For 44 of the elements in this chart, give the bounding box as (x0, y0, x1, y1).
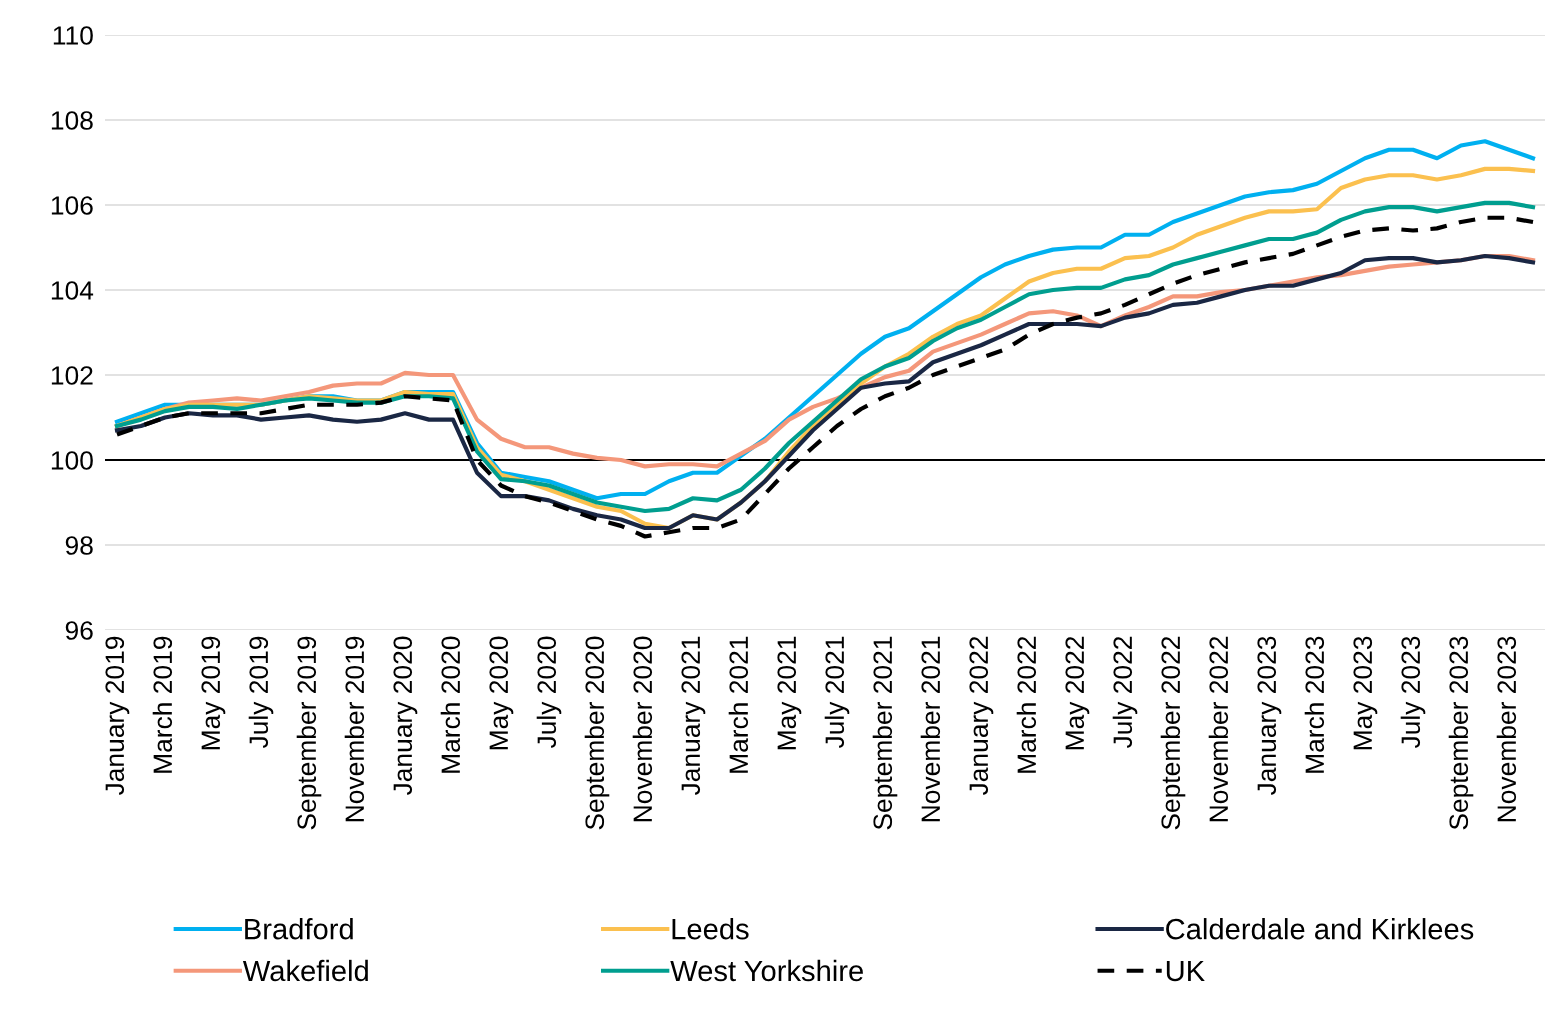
x-tick-label: May 2022 (1065, 636, 1090, 750)
x-tick-label: September 2019 (296, 636, 322, 830)
legend-label: Wakefield (242, 959, 368, 982)
legend-label: Bradford (245, 918, 353, 940)
legend-label: West Yorkshire (670, 959, 863, 982)
legend-label: Calderdale and Kirklees (1166, 918, 1474, 940)
x-tick-label: September 2020 (584, 636, 610, 830)
x-tick-label: January 2023 (1257, 636, 1282, 796)
x-tick-label: November 2023 (1496, 636, 1517, 822)
x-tick-label: July 2020 (536, 636, 562, 749)
x-tick-label: March 2019 (152, 636, 173, 773)
legend-label: Leeds (672, 918, 749, 940)
x-tick-label: July 2022 (1112, 636, 1138, 749)
x-tick-label: March 2021 (728, 636, 749, 773)
x-tick-label: January 2019 (105, 636, 130, 796)
x-tick-label: March 2022 (1016, 636, 1037, 773)
x-tick-label: July 2019 (248, 636, 274, 749)
x-tick-label: July 2021 (824, 636, 850, 749)
y-tick-label: 96 (65, 621, 93, 640)
x-tick-label: May 2020 (489, 636, 514, 750)
x-tick-label: November 2020 (632, 636, 653, 822)
x-tick-label: November 2021 (920, 636, 941, 822)
x-tick-label: November 2022 (1208, 636, 1229, 822)
x-tick-label: September 2021 (872, 636, 898, 830)
x-tick-label: May 2021 (777, 636, 802, 750)
x-tick-label: January 2021 (681, 636, 706, 796)
x-tick-label: May 2019 (201, 636, 226, 750)
y-tick-label: 110 (53, 26, 93, 45)
x-tick-label: July 2023 (1400, 636, 1426, 749)
x-tick-label: March 2023 (1304, 636, 1325, 773)
x-tick-label: March 2020 (440, 636, 461, 773)
x-tick-label: January 2020 (393, 636, 418, 796)
x-tick-label: September 2022 (1160, 636, 1186, 830)
y-tick-label: 108 (51, 111, 93, 130)
y-tick-label: 100 (51, 451, 93, 470)
y-tick-label: 104 (51, 281, 94, 300)
y-tick-label: 98 (65, 536, 93, 555)
legend-label: UK (1166, 960, 1205, 982)
x-tick-label: January 2022 (969, 636, 994, 796)
y-tick-label: 102 (51, 366, 93, 385)
x-tick-label: November 2019 (344, 636, 365, 822)
x-tick-label: May 2023 (1353, 636, 1378, 750)
x-tick-label: September 2023 (1448, 636, 1474, 830)
y-tick-label: 106 (51, 196, 93, 215)
